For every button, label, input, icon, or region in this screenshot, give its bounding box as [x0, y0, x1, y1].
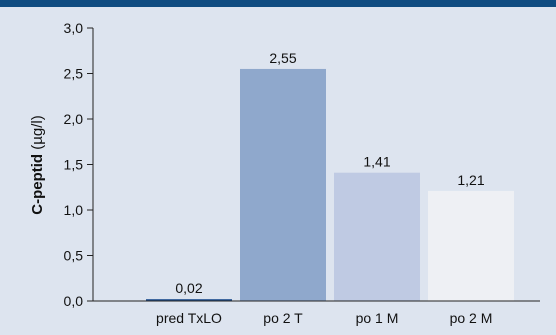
bar-value-label: 1,41	[363, 154, 390, 170]
bar	[146, 299, 232, 301]
y-tick-label: 3,0	[64, 20, 84, 36]
y-axis-title: C-peptid (µg/l)	[29, 115, 46, 214]
bar-value-labels: 0,02 2,55 1,41 1,21	[175, 50, 484, 296]
y-tick-label: 1,0	[64, 202, 84, 218]
header-accent-bar	[0, 0, 556, 7]
bars	[146, 68, 514, 301]
y-tick-label: 0,5	[64, 248, 84, 264]
bar-value-label: 0,02	[175, 280, 202, 296]
bar-value-label: 2,55	[269, 50, 296, 66]
y-axis-title-unit: (µg/l)	[29, 115, 46, 154]
y-tick-label: 1,5	[64, 157, 84, 173]
x-tick-label: po 1 M	[356, 310, 399, 326]
x-tick-label: po 2 T	[263, 310, 303, 326]
y-axis-title-bold: C-peptid	[29, 154, 46, 215]
x-tick-label: pred TxLO	[156, 310, 222, 326]
y-tick-label: 2,5	[64, 66, 84, 82]
bar	[240, 68, 326, 301]
bar-value-label: 1,21	[457, 172, 484, 188]
bar	[428, 190, 514, 301]
x-axis-ticks: pred TxLO po 2 T po 1 M po 2 M	[156, 310, 492, 326]
y-axis-ticks: 0,0 0,5 1,0 1,5 2,0 2,5 3,0	[64, 20, 93, 309]
y-tick-label: 0,0	[64, 293, 84, 309]
bar	[334, 172, 420, 301]
y-tick-label: 2,0	[64, 111, 84, 127]
x-tick-label: po 2 M	[450, 310, 493, 326]
